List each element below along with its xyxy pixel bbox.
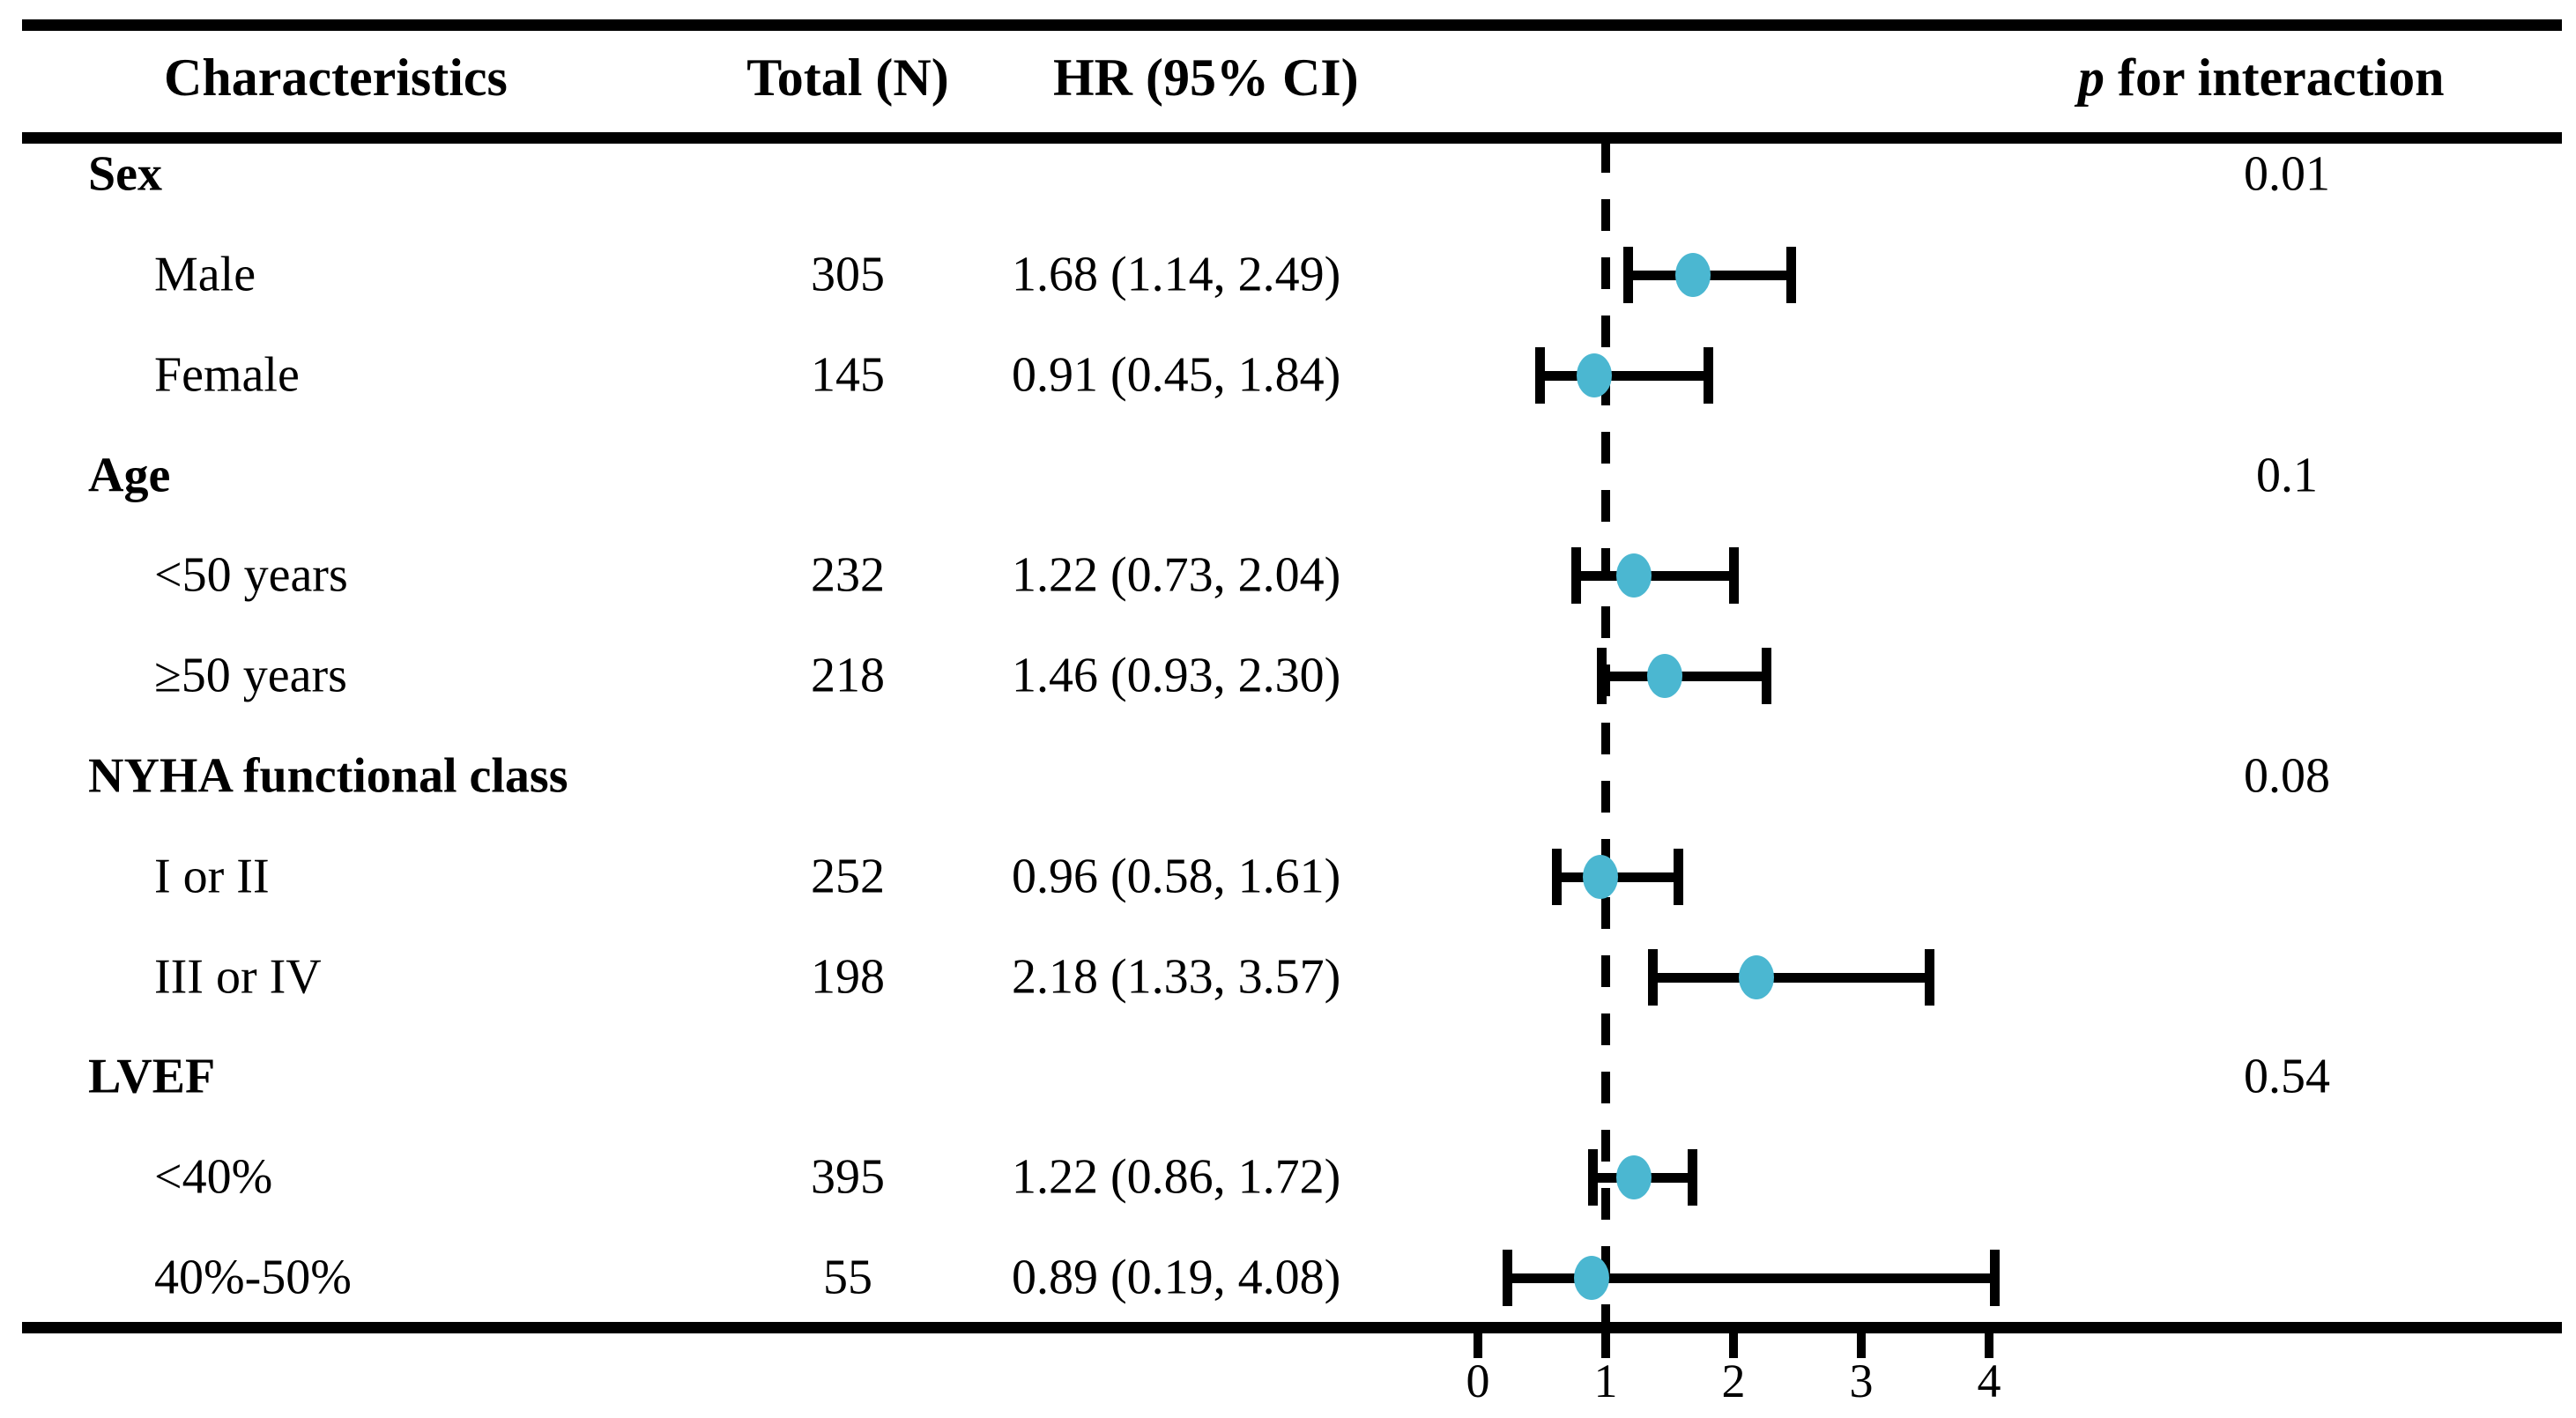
axis-tick xyxy=(1857,1333,1866,1358)
bottom-rule xyxy=(22,1322,2562,1333)
table-row: <40% 395 1.22 (0.86, 1.72) xyxy=(0,1127,2576,1228)
row-label: <50 years xyxy=(154,547,348,603)
ci-line xyxy=(1502,1273,2000,1283)
row-label: <40% xyxy=(154,1149,273,1205)
axis-tick xyxy=(1474,1333,1482,1358)
row-hr-ci: 1.68 (1.14, 2.49) xyxy=(1012,247,1341,302)
row-hr-ci: 0.91 (0.45, 1.84) xyxy=(1012,347,1341,403)
row-hr-ci: 0.89 (0.19, 4.08) xyxy=(1012,1250,1341,1305)
axis-tick xyxy=(1601,1333,1610,1358)
ci-bar xyxy=(1502,1250,2000,1306)
table-group-row: NYHA functional class 0.08 xyxy=(0,726,2576,827)
ci-line xyxy=(1570,571,1739,581)
p-interaction-value: 0.1 xyxy=(2256,448,2318,503)
hr-marker xyxy=(1583,855,1619,899)
reference-line xyxy=(1601,141,1610,1331)
top-rule xyxy=(22,19,2562,31)
row-hr-ci: 1.22 (0.86, 1.72) xyxy=(1012,1149,1341,1205)
row-total: 252 xyxy=(811,849,885,904)
table-row: I or II 252 0.96 (0.58, 1.61) xyxy=(0,827,2576,927)
p-rest: for interaction xyxy=(2105,48,2445,107)
table-row: <50 years 232 1.22 (0.73, 2.04) xyxy=(0,525,2576,626)
hr-marker xyxy=(1674,253,1711,297)
row-total: 198 xyxy=(811,949,885,1005)
table-row: 40%-50% 55 0.89 (0.19, 4.08) xyxy=(0,1228,2576,1328)
column-header-hr-ci: HR (95% CI) xyxy=(1053,48,1359,107)
ci-bar xyxy=(1596,648,1772,704)
row-label: Female xyxy=(154,347,300,403)
hr-marker xyxy=(1615,1155,1652,1199)
table-group-row: LVEF 0.54 xyxy=(0,1027,2576,1127)
ci-bar xyxy=(1570,547,1739,604)
row-label: Male xyxy=(154,247,256,302)
ci-bar xyxy=(1647,949,1934,1006)
axis-tick-label: 4 xyxy=(1977,1355,2001,1407)
row-hr-ci: 0.96 (0.58, 1.61) xyxy=(1012,849,1341,904)
table-group-row: Sex 0.01 xyxy=(0,124,2576,225)
row-hr-ci: 2.18 (1.33, 3.57) xyxy=(1012,949,1341,1005)
header-rule xyxy=(22,132,2562,144)
ci-cap-right xyxy=(1762,648,1772,704)
ci-bar xyxy=(1587,1149,1698,1206)
ci-cap-right xyxy=(1728,547,1739,604)
p-interaction-value: 0.54 xyxy=(2244,1049,2330,1104)
row-total: 305 xyxy=(811,247,885,302)
axis-tick-label: 3 xyxy=(1849,1355,1874,1407)
hr-marker xyxy=(1615,553,1652,598)
axis-tick-label: 1 xyxy=(1593,1355,1618,1407)
table-row: ≥50 years 218 1.46 (0.93, 2.30) xyxy=(0,626,2576,726)
row-label: III or IV xyxy=(154,949,322,1005)
group-label: NYHA functional class xyxy=(88,748,568,804)
ci-cap-right xyxy=(1924,949,1934,1006)
ci-bar xyxy=(1623,247,1797,303)
p-italic: p xyxy=(2078,48,2105,107)
axis-tick xyxy=(1729,1333,1738,1358)
row-label: I or II xyxy=(154,849,270,904)
row-total: 218 xyxy=(811,648,885,703)
table-row: Female 145 0.91 (0.45, 1.84) xyxy=(0,325,2576,426)
ci-line xyxy=(1535,371,1713,381)
column-header-total: Total (N) xyxy=(746,48,949,107)
row-label: ≥50 years xyxy=(154,648,347,703)
hr-marker xyxy=(1646,654,1682,698)
ci-cap-right xyxy=(1703,347,1713,404)
ci-cap-right xyxy=(1688,1149,1698,1206)
row-total: 145 xyxy=(811,347,885,403)
ci-bar xyxy=(1552,849,1684,905)
hr-marker xyxy=(1576,353,1612,397)
ci-line xyxy=(1647,973,1934,983)
p-interaction-value: 0.01 xyxy=(2244,146,2330,202)
axis-tick-label: 0 xyxy=(1466,1355,1490,1407)
ci-cap-right xyxy=(1786,247,1797,303)
group-label: LVEF xyxy=(88,1049,216,1104)
group-label: Age xyxy=(88,448,171,503)
row-total: 395 xyxy=(811,1149,885,1205)
axis-tick xyxy=(1985,1333,1993,1358)
row-hr-ci: 1.46 (0.93, 2.30) xyxy=(1012,648,1341,703)
hr-marker xyxy=(1574,1256,1610,1300)
hr-marker xyxy=(1739,955,1775,999)
ci-line xyxy=(1596,672,1772,681)
column-header-characteristics: Characteristics xyxy=(164,48,508,107)
row-label: 40%-50% xyxy=(154,1250,352,1305)
row-total: 232 xyxy=(811,547,885,603)
column-header-p-interaction: p for interaction xyxy=(2078,47,2444,108)
table-row: III or IV 198 2.18 (1.33, 3.57) xyxy=(0,927,2576,1028)
table-row: Male 305 1.68 (1.14, 2.49) xyxy=(0,225,2576,325)
row-total: 55 xyxy=(823,1250,872,1305)
table-group-row: Age 0.1 xyxy=(0,426,2576,526)
p-interaction-value: 0.08 xyxy=(2244,748,2330,804)
row-hr-ci: 1.22 (0.73, 2.04) xyxy=(1012,547,1341,603)
group-label: Sex xyxy=(88,146,162,202)
ci-cap-right xyxy=(1989,1250,2000,1306)
ci-cap-right xyxy=(1674,849,1684,905)
ci-bar xyxy=(1535,347,1713,404)
axis-tick-label: 2 xyxy=(1721,1355,1746,1407)
